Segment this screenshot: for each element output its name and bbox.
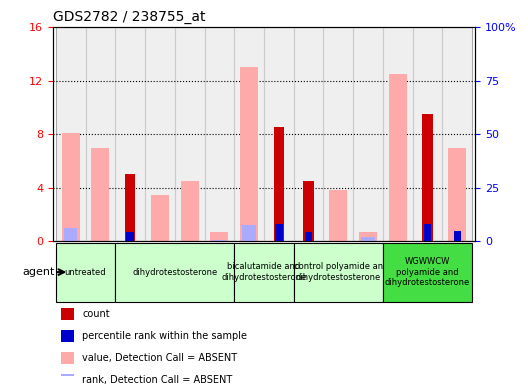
Bar: [264, 27, 294, 242]
Bar: [145, 27, 175, 242]
Text: bicalutamide and
dihydrotestosterone: bicalutamide and dihydrotestosterone: [221, 262, 307, 282]
Bar: [304, 181, 314, 242]
Text: GDS2782 / 238755_at: GDS2782 / 238755_at: [53, 10, 205, 25]
Bar: [442, 27, 472, 242]
Bar: [175, 27, 204, 242]
Text: control polyamide an
dihydrotestosterone: control polyamide an dihydrotestosterone: [294, 262, 383, 282]
Text: rank, Detection Call = ABSENT: rank, Detection Call = ABSENT: [82, 375, 233, 384]
Bar: [181, 181, 199, 242]
Bar: [275, 224, 282, 242]
Bar: [61, 374, 74, 384]
Bar: [305, 232, 313, 242]
Bar: [234, 27, 264, 242]
FancyBboxPatch shape: [115, 243, 234, 301]
FancyBboxPatch shape: [234, 243, 294, 301]
Bar: [359, 232, 377, 242]
Bar: [274, 127, 284, 242]
Bar: [362, 237, 375, 242]
Bar: [422, 114, 433, 242]
Bar: [61, 330, 74, 342]
Text: dihydrotestosterone: dihydrotestosterone: [132, 268, 218, 276]
Bar: [126, 232, 134, 242]
Bar: [294, 27, 324, 242]
Bar: [61, 308, 74, 319]
Bar: [61, 352, 74, 364]
Bar: [413, 27, 442, 242]
Bar: [62, 133, 80, 242]
Bar: [91, 147, 109, 242]
FancyBboxPatch shape: [56, 243, 115, 301]
Bar: [213, 240, 226, 242]
Bar: [86, 27, 115, 242]
Text: count: count: [82, 309, 110, 319]
Bar: [389, 74, 407, 242]
Text: agent: agent: [22, 267, 54, 277]
Bar: [353, 27, 383, 242]
Text: untreated: untreated: [65, 268, 106, 276]
Text: value, Detection Call = ABSENT: value, Detection Call = ABSENT: [82, 353, 238, 363]
FancyBboxPatch shape: [383, 243, 472, 301]
Bar: [125, 174, 135, 242]
Bar: [383, 27, 413, 242]
Bar: [240, 67, 258, 242]
Bar: [454, 231, 461, 242]
Text: WGWWCW
polyamide and
dihydrotestosterone: WGWWCW polyamide and dihydrotestosterone: [385, 257, 470, 287]
Bar: [448, 147, 466, 242]
Bar: [424, 224, 431, 242]
Bar: [56, 27, 86, 242]
Bar: [64, 227, 77, 242]
Bar: [151, 195, 169, 242]
Bar: [329, 190, 347, 242]
Bar: [324, 27, 353, 242]
Text: percentile rank within the sample: percentile rank within the sample: [82, 331, 247, 341]
Bar: [115, 27, 145, 242]
Bar: [242, 225, 256, 242]
Bar: [211, 232, 228, 242]
FancyBboxPatch shape: [294, 243, 383, 301]
Bar: [204, 27, 234, 242]
